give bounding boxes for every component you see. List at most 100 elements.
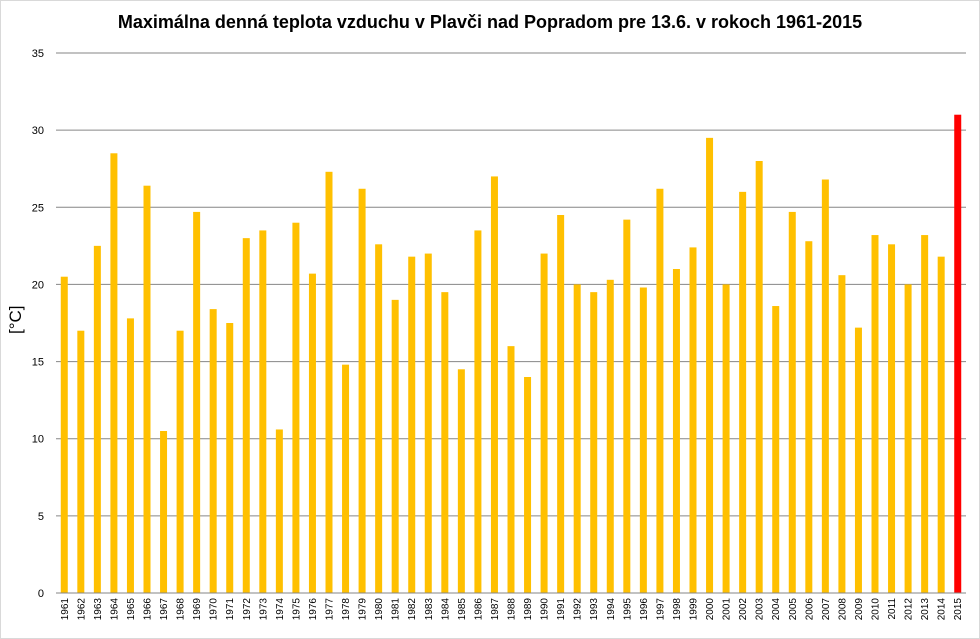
bar-1970 xyxy=(209,309,217,593)
x-tick-label: 2013 xyxy=(920,598,931,621)
bar-1986 xyxy=(474,230,482,593)
bar-1998 xyxy=(672,269,680,593)
x-tick-label: 2012 xyxy=(904,598,915,621)
bar-2008 xyxy=(838,275,846,593)
y-tick-label: 5 xyxy=(38,511,44,523)
x-tick-label: 1966 xyxy=(143,598,154,621)
x-tick-label: 1997 xyxy=(655,598,666,621)
bar-1976 xyxy=(308,273,316,593)
x-tick-label: 1988 xyxy=(507,598,518,621)
bar-2000 xyxy=(706,137,714,594)
x-tick-label: 1992 xyxy=(573,598,584,621)
bar-1977 xyxy=(325,171,333,594)
y-tick-label: 35 xyxy=(32,48,44,60)
bar-1964 xyxy=(110,153,118,594)
bar-1990 xyxy=(540,253,548,593)
bars xyxy=(60,114,962,594)
bar-1988 xyxy=(507,346,515,593)
bar-1989 xyxy=(524,377,532,593)
bar-1975 xyxy=(292,222,300,593)
bar-2001 xyxy=(722,284,730,593)
x-tick-label: 1994 xyxy=(606,598,617,621)
x-tick-label: 1987 xyxy=(490,598,501,621)
bar-2010 xyxy=(871,235,879,593)
y-tick-label: 25 xyxy=(32,202,44,214)
bar-1966 xyxy=(143,185,151,593)
y-tick-label: 30 xyxy=(32,125,44,137)
bar-2004 xyxy=(772,306,780,593)
bar-1987 xyxy=(490,176,498,593)
y-tick-label: 0 xyxy=(38,588,44,600)
x-tick-label: 2001 xyxy=(722,598,733,621)
x-tick-label: 2002 xyxy=(738,598,749,621)
bar-1992 xyxy=(573,284,581,593)
bar-1972 xyxy=(242,238,250,593)
x-tick-label: 2003 xyxy=(755,598,766,621)
x-tick-label: 1995 xyxy=(622,598,633,621)
bar-1973 xyxy=(259,230,267,593)
x-tick-label: 2005 xyxy=(788,598,799,621)
x-tick-label: 1998 xyxy=(672,598,683,621)
bar-1962 xyxy=(77,330,85,593)
x-tick-label: 1973 xyxy=(258,598,269,621)
bar-1995 xyxy=(623,219,631,593)
x-tick-label: 1985 xyxy=(457,598,468,621)
bar-2014 xyxy=(937,256,945,593)
bar-1983 xyxy=(424,253,432,593)
x-tick-label: 2000 xyxy=(705,598,716,621)
bar-1978 xyxy=(342,364,350,593)
x-tick-label: 1984 xyxy=(440,598,451,621)
x-tick-label: 2004 xyxy=(771,598,782,621)
bar-2015 xyxy=(954,114,962,594)
x-tick-label: 2011 xyxy=(887,598,898,620)
x-tick-label: 1964 xyxy=(109,598,120,621)
x-tick-label: 1971 xyxy=(225,598,236,621)
x-tick-label: 1986 xyxy=(473,598,484,621)
y-tick-label: 20 xyxy=(32,279,44,291)
bar-1963 xyxy=(93,245,101,594)
x-tick-label: 1965 xyxy=(126,598,137,621)
y-tick-labels: 0 5 10 15 20 25 30 35 xyxy=(32,48,44,600)
x-tick-label: 1961 xyxy=(60,598,71,621)
bar-1969 xyxy=(193,211,201,593)
bar-2006 xyxy=(805,241,813,594)
bar-2002 xyxy=(739,191,747,594)
bar-1980 xyxy=(375,244,383,593)
x-tick-label: 1993 xyxy=(589,598,600,621)
y-tick-label: 10 xyxy=(32,434,44,446)
y-tick-label: 15 xyxy=(32,357,44,369)
bar-1993 xyxy=(590,292,598,593)
bar-2011 xyxy=(888,244,896,593)
bar-2013 xyxy=(921,235,929,593)
bar-1982 xyxy=(408,256,416,593)
bar-1971 xyxy=(226,323,234,593)
x-tick-label: 1969 xyxy=(192,598,203,621)
bar-1991 xyxy=(557,215,565,593)
chart-title: Maximálna denná teplota vzduchu v Plavči… xyxy=(117,12,863,32)
x-tick-label: 1980 xyxy=(374,598,385,621)
bar-2009 xyxy=(854,327,862,593)
x-tick-label: 1978 xyxy=(341,598,352,621)
x-tick-label: 1968 xyxy=(176,598,187,621)
x-tick-label: 1975 xyxy=(291,598,302,621)
x-tick-label: 1990 xyxy=(540,598,551,621)
x-tick-label: 1967 xyxy=(159,598,170,621)
x-tick-label: 2010 xyxy=(871,598,882,621)
x-tick-label: 1977 xyxy=(325,598,336,621)
x-tick-label: 2007 xyxy=(821,598,832,621)
x-tick-label: 1970 xyxy=(209,598,220,621)
bar-2003 xyxy=(755,161,763,593)
x-tick-label: 1989 xyxy=(523,598,534,621)
x-tick-labels: 1961 1962 1963 1964 1965 1966 1967 1968 1969 1970… xyxy=(60,598,964,621)
x-tick-label: 2015 xyxy=(953,598,964,621)
bar-1967 xyxy=(160,431,168,593)
bar-1961 xyxy=(60,276,68,593)
bar-1994 xyxy=(606,279,614,593)
bar-2012 xyxy=(904,284,912,593)
bar-1981 xyxy=(391,299,399,593)
x-tick-label: 1996 xyxy=(639,598,650,621)
x-tick-label: 1983 xyxy=(424,598,435,621)
x-tick-label: 2014 xyxy=(937,598,948,621)
x-tick-label: 1982 xyxy=(407,598,418,621)
